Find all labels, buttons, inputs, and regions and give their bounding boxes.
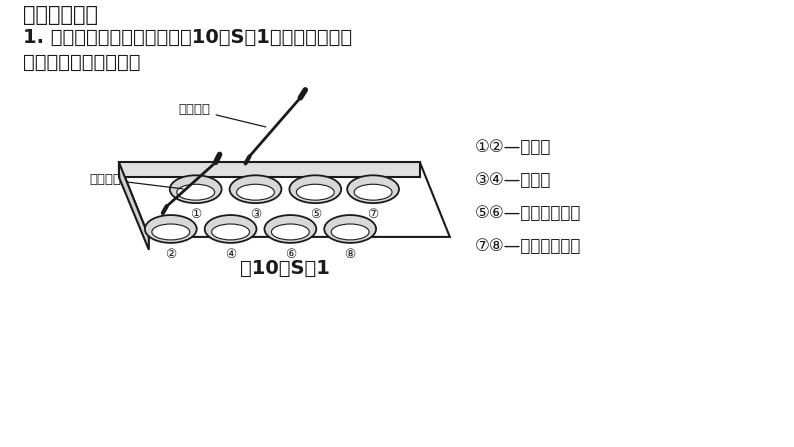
Text: 1. 酸、碱与指示剂反应：按图10－S－1所示进行实验，: 1. 酸、碱与指示剂反应：按图10－S－1所示进行实验，: [23, 28, 353, 47]
Text: ④: ④: [225, 248, 236, 261]
Ellipse shape: [229, 175, 281, 203]
Text: 酚酞溶液: 酚酞溶液: [89, 173, 183, 189]
Ellipse shape: [272, 224, 310, 240]
Ellipse shape: [347, 175, 399, 203]
Ellipse shape: [212, 224, 249, 240]
Ellipse shape: [324, 215, 376, 243]
Polygon shape: [119, 162, 450, 237]
Ellipse shape: [331, 224, 369, 240]
Ellipse shape: [296, 184, 334, 200]
Ellipse shape: [170, 175, 222, 203]
Text: ②: ②: [165, 248, 176, 261]
Polygon shape: [119, 162, 420, 177]
Ellipse shape: [264, 215, 316, 243]
Text: ⑥: ⑥: [285, 248, 296, 261]
Ellipse shape: [237, 184, 275, 200]
Text: 石蕊溶液: 石蕊溶液: [179, 103, 266, 127]
Ellipse shape: [289, 175, 341, 203]
Ellipse shape: [354, 184, 392, 200]
Text: ③④—稀硫酸: ③④—稀硫酸: [475, 171, 551, 189]
Text: ⑧: ⑧: [345, 248, 356, 261]
Text: ⑤: ⑤: [310, 208, 321, 221]
Text: ③: ③: [250, 208, 261, 221]
Text: 填写实验现象及结论。: 填写实验现象及结论。: [23, 53, 141, 72]
Ellipse shape: [152, 224, 190, 240]
Text: ⑦: ⑦: [368, 208, 379, 221]
Ellipse shape: [205, 215, 256, 243]
Polygon shape: [119, 162, 148, 250]
Text: 【实验内容】: 【实验内容】: [23, 5, 98, 25]
Text: ⑤⑥—氮氧化钓溶液: ⑤⑥—氮氧化钓溶液: [475, 204, 581, 222]
Text: ①: ①: [190, 208, 202, 221]
Ellipse shape: [145, 215, 197, 243]
Text: ①②—稀盐酸: ①②—稀盐酸: [475, 139, 551, 156]
Text: ⑦⑧—氮氧化馒溶液: ⑦⑧—氮氧化馒溶液: [475, 237, 581, 255]
Text: 图10－S－1: 图10－S－1: [241, 259, 330, 278]
Ellipse shape: [177, 184, 214, 200]
